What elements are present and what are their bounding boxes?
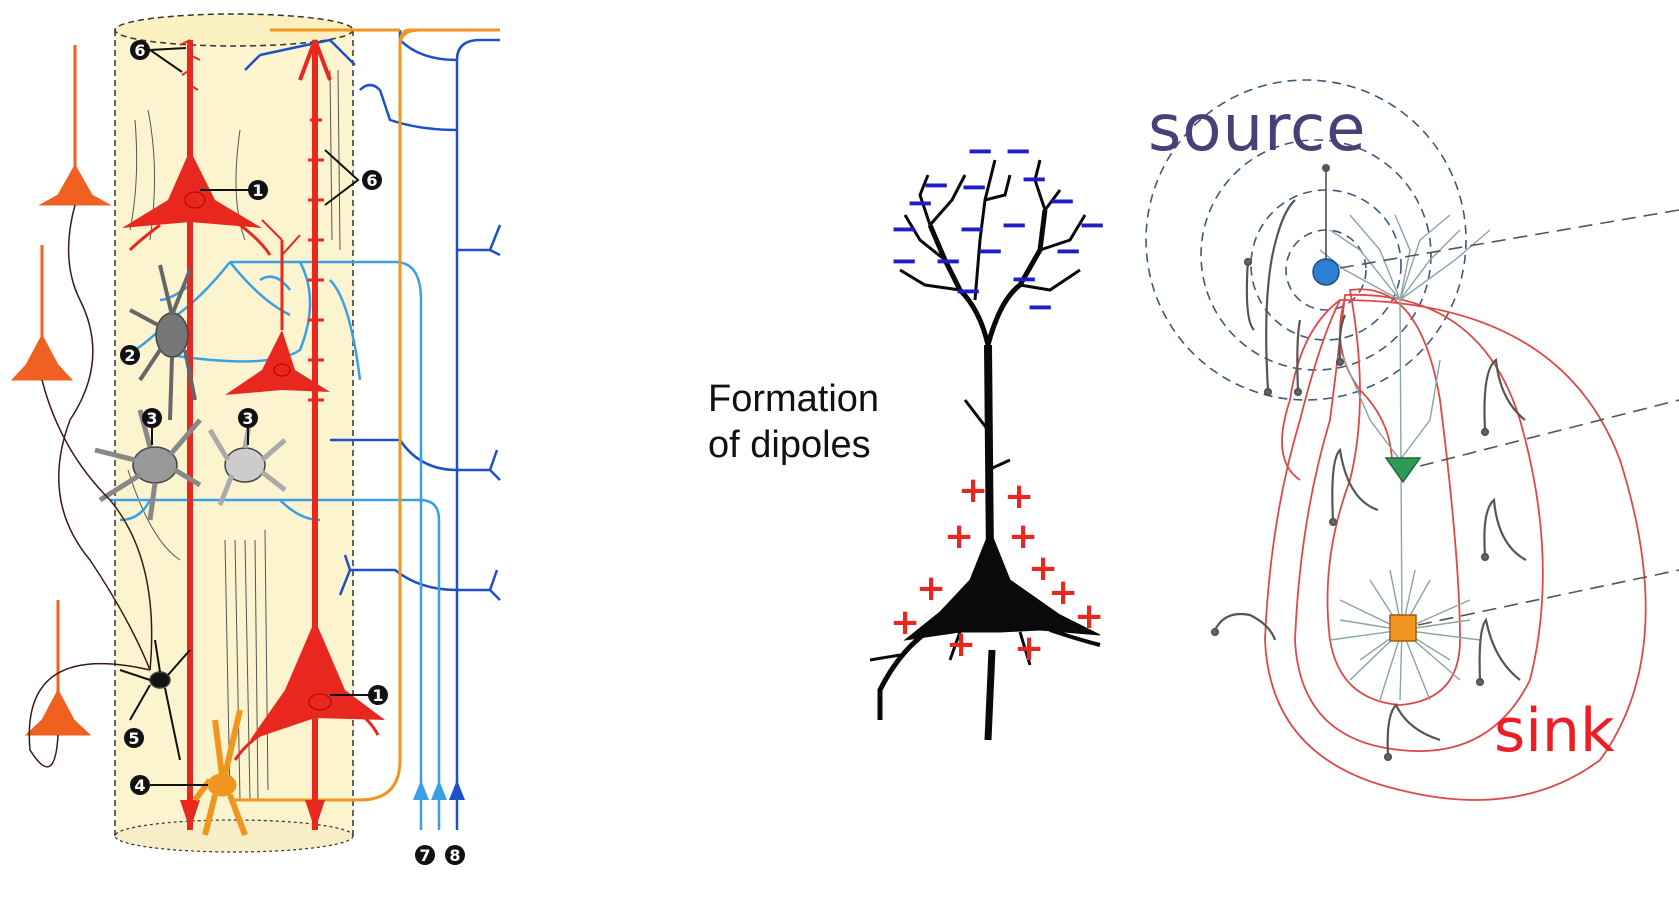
neg-charge-11: − xyxy=(890,209,919,249)
source-electrode xyxy=(1312,164,1340,286)
pos-charge-2: + xyxy=(1004,476,1034,517)
outer-axons xyxy=(28,204,153,768)
cortical-column-panel: 1 1 2 3 3 4 5 6 6 xyxy=(10,13,502,865)
dipole-formation-line1: Formation xyxy=(708,378,880,420)
neg-charge-3: − xyxy=(922,165,951,205)
marker-8-label: 8 xyxy=(449,846,460,865)
neg-charge-13: − xyxy=(1054,231,1083,271)
source-sink-panel xyxy=(1145,79,1679,801)
pyramidal-neuron-mid xyxy=(225,219,330,395)
neg-charge-18: − xyxy=(1026,287,1055,327)
marker-8: 8 xyxy=(445,845,465,865)
dipole-formation-line2: of dipoles xyxy=(708,424,871,466)
marker-5: 5 xyxy=(124,728,144,748)
neg-charge-1: − xyxy=(966,131,995,171)
pos-charge-3: + xyxy=(944,516,974,557)
stellate-cells xyxy=(94,264,287,761)
background-fibers xyxy=(127,69,341,801)
marker-4-label: 4 xyxy=(134,776,145,795)
neg-charge-10: − xyxy=(1000,205,1029,245)
dipole-formation-label: Formation of dipoles xyxy=(708,376,879,468)
marker-3-right: 3 xyxy=(238,408,258,445)
negative-charges: − − − − − − − − − − − − − − − − − − xyxy=(890,131,1107,327)
neg-charge-17: − xyxy=(954,271,983,311)
neg-charge-5: − xyxy=(1020,159,1049,199)
sink-label: sink xyxy=(1494,696,1615,766)
marker-6-top-label: 6 xyxy=(134,41,145,60)
marker-2: 2 xyxy=(120,345,140,365)
marker-6-right: 6 xyxy=(324,149,382,206)
sink-marker-square xyxy=(1389,614,1417,642)
marker-3-left-label: 3 xyxy=(146,409,157,428)
positive-charges: + + + + + + + + + + + xyxy=(890,470,1104,669)
neg-charge-15: − xyxy=(934,241,963,281)
marker-1-upper-label: 1 xyxy=(252,181,263,200)
outer-pyramids xyxy=(10,45,112,736)
orange-fiber xyxy=(230,28,500,802)
neg-charge-4: − xyxy=(960,167,989,207)
neg-charge-7: − xyxy=(1048,181,1077,221)
marker-3-right-label: 3 xyxy=(242,409,253,428)
neg-charge-12: − xyxy=(976,231,1005,271)
marker-2-label: 2 xyxy=(124,346,135,365)
marker-1-lower: 1 xyxy=(330,685,388,705)
neg-charge-14: − xyxy=(890,241,919,281)
marker-1-upper: 1 xyxy=(200,180,268,200)
neg-charge-2: − xyxy=(1004,131,1033,171)
marker-6-right-label: 6 xyxy=(366,171,377,190)
marker-5-label: 5 xyxy=(128,729,139,748)
black-pyramidal-neuron xyxy=(869,159,1101,741)
pos-charge-11: + xyxy=(1014,628,1044,669)
marker-4: 4 xyxy=(130,775,208,795)
pos-charge-1: + xyxy=(958,470,988,511)
pyramidal-neuron-lower xyxy=(233,39,385,830)
pos-charge-8: + xyxy=(890,602,920,643)
neg-charge-16: − xyxy=(1010,259,1039,299)
pos-charge-6: + xyxy=(916,568,946,609)
marker-7-label: 7 xyxy=(419,846,430,865)
dipole-neuron-panel: − − − − − − − − − − − − − − − − − − + + … xyxy=(869,131,1107,741)
marker-1-lower-label: 1 xyxy=(372,686,383,705)
neg-charge-8: − xyxy=(1078,205,1107,245)
pos-charge-10: + xyxy=(946,624,976,665)
marker-7: 7 xyxy=(415,845,435,865)
electrode-leads xyxy=(1339,209,1679,626)
soma-marker-triangle xyxy=(1384,457,1422,484)
pos-charge-9: + xyxy=(1074,596,1104,637)
orange-cell xyxy=(192,709,248,837)
pos-charge-5: + xyxy=(1028,548,1058,589)
source-label: source xyxy=(1148,92,1367,166)
afferent-arrows xyxy=(413,780,465,800)
neg-charge-6: − xyxy=(906,183,935,223)
pos-charge-4: + xyxy=(1008,516,1038,557)
marker-3-left: 3 xyxy=(142,408,162,445)
marker-6-top: 6 xyxy=(130,40,187,73)
neg-charge-9: − xyxy=(958,209,987,249)
column-markers: 1 1 2 3 3 4 5 6 6 xyxy=(120,40,465,865)
waveform-probes xyxy=(1210,199,1527,762)
pos-charge-7: + xyxy=(1048,572,1078,613)
